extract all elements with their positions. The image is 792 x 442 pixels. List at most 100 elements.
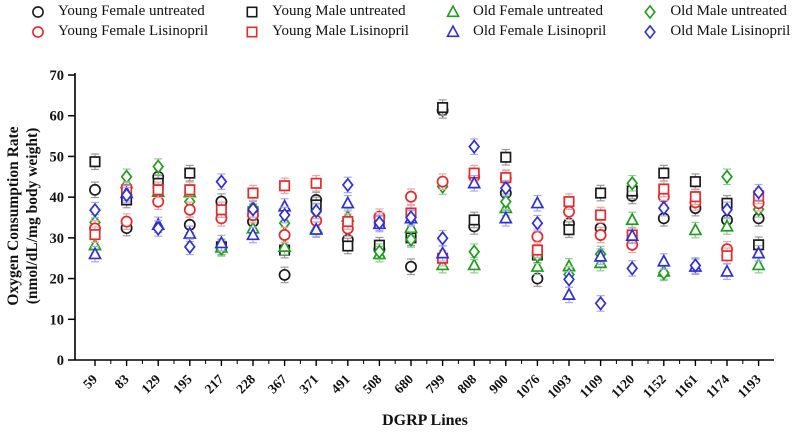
legend-label: Old Female untreated [472, 3, 603, 19]
legend-item-old-male-lisinopril: Old Male Lisinopril [642, 23, 790, 40]
data-point-diamond [310, 203, 323, 219]
data-point-diamond [373, 215, 386, 231]
data-point-square [468, 214, 480, 226]
data-point-diamond [89, 202, 101, 218]
data-point-circle [89, 183, 101, 196]
data-point-diamond [341, 177, 354, 193]
data-point-diamond [373, 244, 386, 260]
legend-item-old-female-untreated: Old Female untreated [445, 3, 606, 20]
square-marker-icon [246, 5, 258, 17]
x-tick-label: 371 [296, 371, 321, 396]
data-point-square [563, 196, 575, 208]
data-point-triangle [593, 248, 608, 262]
legend-item-old-female-lisinopril: Old Female Lisinopril [445, 23, 606, 40]
data-point-triangle [435, 245, 450, 259]
legend-label: Old Male Lisinopril [670, 23, 791, 39]
x-tick-label: 1093 [544, 371, 574, 401]
data-point-diamond [499, 194, 512, 210]
y-tick-label: 70 [50, 68, 65, 84]
x-axis-title: DGRP Lines [382, 412, 468, 429]
data-point-square [531, 244, 543, 256]
data-point-square [89, 229, 101, 241]
data-point-triangle [88, 246, 102, 260]
data-point-square [246, 5, 258, 17]
data-point-diamond [721, 202, 733, 218]
legend-label: Young Male Lisinopril [272, 23, 409, 39]
data-point-square [342, 240, 354, 252]
triangle-marker-icon [446, 3, 460, 17]
data-point-triangle [446, 23, 460, 37]
x-tick-label: 1076 [513, 371, 543, 401]
data-point-square [595, 209, 607, 221]
x-tick-label: 799 [423, 371, 448, 396]
data-point-diamond [721, 169, 733, 185]
data-point-diamond [152, 159, 165, 175]
y-tick-label: 10 [50, 312, 65, 328]
data-point-triangle [720, 218, 734, 232]
diamond-marker-icon [644, 24, 657, 39]
triangle-marker-icon [446, 23, 460, 37]
data-point-triangle [498, 210, 513, 224]
legend-item-old-male-untreated: Old Male untreated [642, 3, 790, 20]
data-point-square [500, 151, 512, 163]
legend-label: Young Female Lisinopril [58, 23, 209, 39]
legend-item-young-male-untreated: Young Male untreated [244, 3, 409, 20]
x-tick-label: 1161 [671, 371, 700, 400]
data-point-square [246, 25, 258, 37]
data-point-diamond [152, 221, 165, 236]
data-point-diamond [563, 271, 575, 287]
legend-label: Young Female untreated [58, 3, 205, 19]
legend-item-young-female-untreated: Young Female untreated [30, 3, 208, 20]
data-point-square [89, 156, 101, 168]
legend-item-young-female-lisinopril: Young Female Lisinopril [30, 23, 208, 40]
x-tick-label: 680 [391, 371, 416, 396]
data-point-triangle [562, 287, 576, 301]
x-tick-label: 59 [80, 371, 100, 391]
data-point-triangle [751, 257, 766, 271]
x-tick-label: 195 [170, 371, 195, 396]
data-point-square [689, 191, 701, 203]
data-point-triangle [214, 235, 229, 249]
data-point-square [152, 184, 164, 196]
data-point-diamond [215, 174, 228, 190]
y-tick-label: 50 [50, 149, 65, 165]
data-point-diamond [626, 175, 639, 191]
x-tick-label: 83 [112, 371, 132, 391]
data-point-triangle [246, 227, 260, 241]
data-point-diamond [689, 258, 702, 274]
y-tick-label: 40 [50, 190, 65, 206]
legend-label: Old Female Lisinopril [472, 23, 607, 39]
x-tick-label: 1109 [577, 371, 606, 400]
data-point-circle [405, 190, 417, 203]
data-point-diamond [278, 207, 291, 223]
data-point-circle [531, 230, 544, 243]
data-point-diamond [436, 230, 449, 246]
data-point-diamond [657, 265, 670, 281]
data-point-diamond [499, 180, 512, 196]
x-tick-label: 1152 [640, 371, 669, 400]
data-point-diamond [468, 244, 481, 260]
x-axis-ticks: 59 83 129 195 217 228 367 371 491 508 680 799 808 900… [80, 360, 764, 401]
data-point-square [247, 187, 259, 199]
x-tick-label: 808 [454, 371, 479, 396]
y-tick-label: 0 [57, 353, 64, 369]
y-axis-ticks: 0 10 20 30 40 50 60 70 [50, 68, 75, 369]
data-point-diamond [752, 184, 765, 200]
data-point-circle [32, 25, 44, 38]
chart-legend: Young Female untreated Young Male untrea… [30, 3, 790, 40]
x-tick-label: 367 [265, 371, 290, 396]
data-point-diamond [657, 200, 670, 216]
data-point-triangle [656, 253, 671, 267]
data-point-diamond [120, 187, 133, 203]
x-tick-label: 491 [328, 371, 353, 396]
series-old-male-lisinopril [89, 138, 765, 312]
x-tick-label: 900 [486, 371, 511, 396]
data-point-triangle [625, 212, 640, 226]
data-point-diamond [644, 24, 657, 39]
data-point-circle [32, 5, 44, 18]
data-point-triangle [309, 222, 324, 235]
data-point-triangle [467, 257, 482, 271]
data-point-diamond [247, 201, 259, 217]
legend-item-young-male-lisinopril: Young Male Lisinopril [244, 23, 409, 40]
